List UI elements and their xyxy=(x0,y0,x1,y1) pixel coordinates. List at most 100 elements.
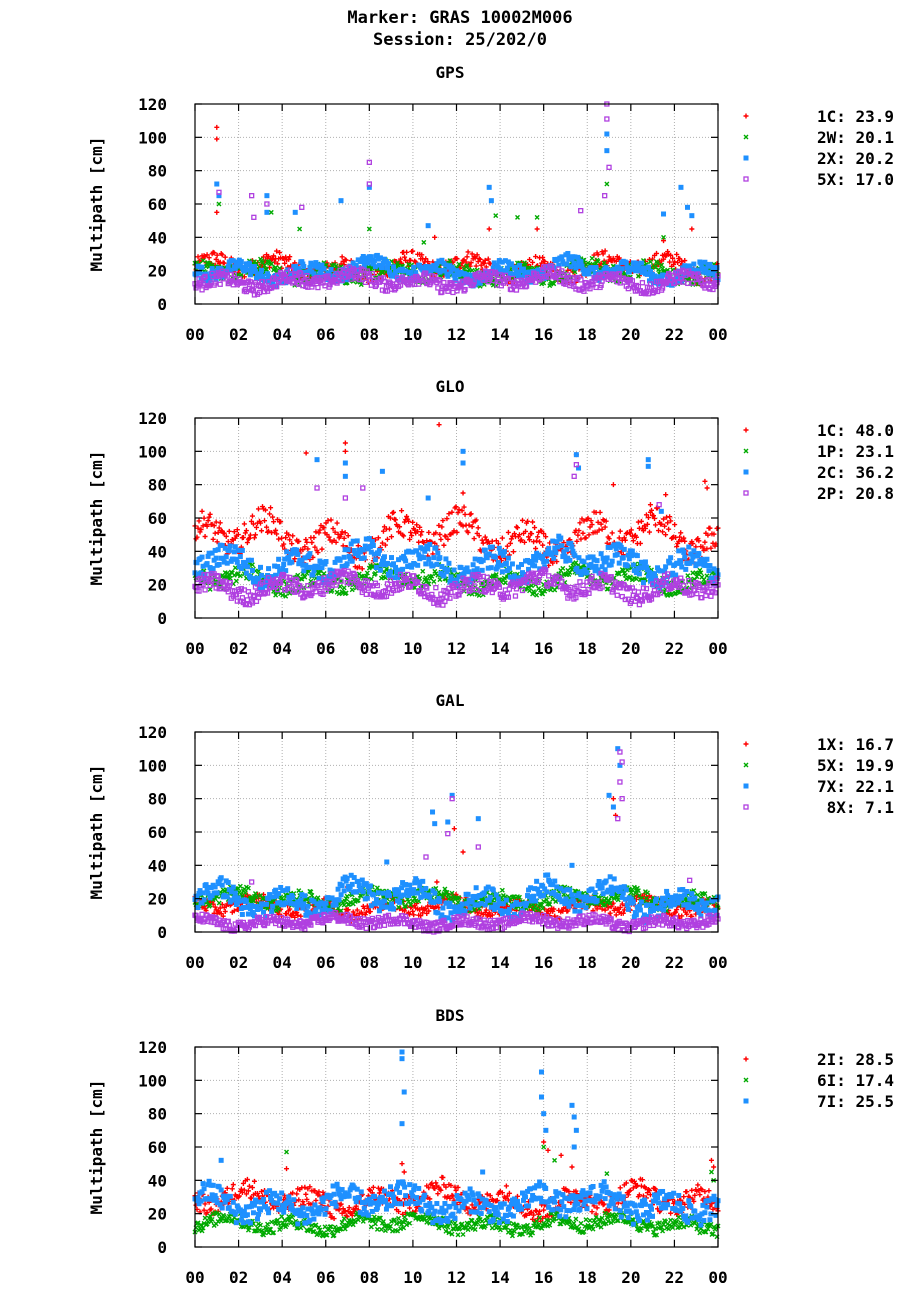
data-point xyxy=(664,571,671,577)
data-point xyxy=(499,535,505,541)
data-point xyxy=(663,492,669,498)
data-point xyxy=(199,554,205,560)
data-point xyxy=(614,552,620,558)
data-point xyxy=(569,544,575,550)
data-point xyxy=(702,478,708,484)
data-point xyxy=(345,533,351,539)
data-point xyxy=(567,557,573,563)
data-point xyxy=(214,252,220,258)
data-point xyxy=(434,879,440,885)
x-tick-label: 08 xyxy=(360,639,379,658)
data-point xyxy=(651,513,657,519)
data-point xyxy=(410,248,416,254)
data-point xyxy=(384,536,390,542)
data-point xyxy=(207,511,213,517)
data-point xyxy=(316,530,322,536)
data-point xyxy=(668,555,674,561)
data-point xyxy=(345,547,351,553)
data-point xyxy=(195,254,201,260)
data-point xyxy=(460,460,466,466)
y-axis-label: Multipath [cm] xyxy=(87,451,106,586)
data-point xyxy=(222,254,228,260)
data-point xyxy=(638,518,644,524)
data-point xyxy=(706,568,712,574)
data-point xyxy=(249,513,255,519)
data-point xyxy=(551,281,557,287)
data-point xyxy=(341,554,347,560)
data-point xyxy=(264,266,270,272)
legend-marker xyxy=(743,155,749,161)
data-point xyxy=(226,528,232,534)
data-point xyxy=(286,256,292,262)
data-point xyxy=(515,214,521,220)
data-point xyxy=(339,529,345,535)
data-point xyxy=(485,256,491,262)
data-point xyxy=(443,556,449,562)
data-point xyxy=(624,563,630,569)
data-point xyxy=(606,254,612,260)
data-point xyxy=(416,539,422,545)
data-point xyxy=(262,263,268,269)
data-point xyxy=(393,564,399,570)
x-tick-label: 10 xyxy=(403,325,422,344)
data-point xyxy=(402,254,408,260)
data-point xyxy=(239,547,245,553)
data-point xyxy=(244,540,250,546)
data-point xyxy=(486,184,492,190)
x-tick-label: 16 xyxy=(534,639,553,658)
data-point xyxy=(372,557,378,563)
data-point xyxy=(496,584,502,590)
data-point xyxy=(580,530,586,536)
y-tick-label: 0 xyxy=(157,295,167,314)
data-point xyxy=(565,267,571,273)
data-point xyxy=(507,540,513,546)
data-point xyxy=(541,280,547,286)
data-point xyxy=(342,460,348,466)
data-point xyxy=(441,573,447,579)
data-point xyxy=(673,572,679,578)
data-point xyxy=(593,264,599,270)
data-point xyxy=(684,204,690,210)
y-tick-label: 120 xyxy=(138,95,167,114)
data-point xyxy=(484,574,490,580)
data-point xyxy=(433,585,439,591)
data-point xyxy=(248,557,254,563)
data-point xyxy=(274,248,280,254)
data-point xyxy=(206,514,212,520)
data-point xyxy=(604,181,610,187)
data-point xyxy=(221,260,227,266)
x-tick-label: 04 xyxy=(273,325,292,344)
data-point xyxy=(523,283,530,289)
legend-entry-2w: 2W: 20.1 xyxy=(743,128,894,147)
data-point xyxy=(232,565,238,571)
data-point xyxy=(420,568,426,574)
data-point xyxy=(481,260,487,266)
x-tick-label: 22 xyxy=(665,325,684,344)
data-point xyxy=(342,473,348,479)
data-point xyxy=(252,532,258,538)
data-point xyxy=(260,259,266,265)
legend-entry-1p: 1P: 23.1 xyxy=(743,442,894,461)
data-point xyxy=(200,258,206,264)
data-point xyxy=(423,561,429,567)
data-point xyxy=(202,534,208,540)
data-point xyxy=(639,280,646,286)
legend-marker xyxy=(743,448,749,454)
data-point xyxy=(400,566,406,572)
data-point xyxy=(276,556,282,562)
data-point xyxy=(414,522,420,528)
x-tick-label: 20 xyxy=(621,639,640,658)
data-point xyxy=(389,555,395,561)
x-tick-label: 18 xyxy=(578,325,597,344)
marker-title: Marker: GRAS 10002M006 xyxy=(347,8,573,28)
data-point xyxy=(604,131,610,137)
data-point xyxy=(379,270,385,276)
data-point xyxy=(553,550,559,556)
data-point xyxy=(691,261,697,267)
data-point xyxy=(304,272,310,279)
data-point xyxy=(251,535,257,541)
data-point xyxy=(623,260,629,266)
legend-label: 5X: 17.0 xyxy=(817,170,894,189)
legend-marker xyxy=(743,176,749,182)
